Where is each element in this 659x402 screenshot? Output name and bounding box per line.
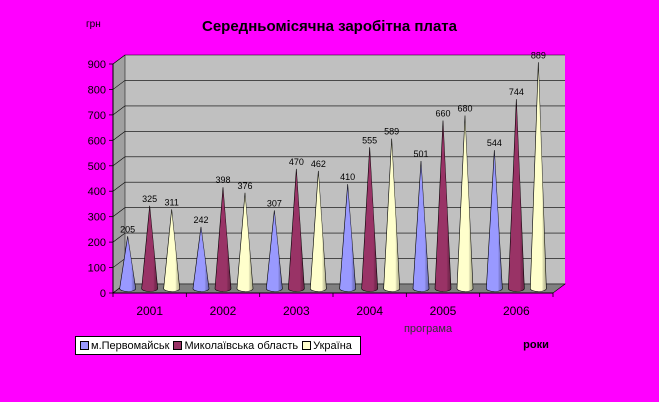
data-label: 410 bbox=[340, 172, 355, 182]
bar-cone-shade bbox=[318, 170, 327, 292]
data-label: 680 bbox=[457, 103, 472, 113]
gridline-side bbox=[112, 232, 126, 243]
data-label: 470 bbox=[289, 157, 304, 167]
bar-cone-shade bbox=[171, 209, 180, 292]
x-tick-label: 2002 bbox=[210, 304, 237, 318]
x-tick-label: 2006 bbox=[503, 304, 530, 318]
data-label: 242 bbox=[193, 215, 208, 225]
bar-cone-shade bbox=[516, 99, 525, 292]
bar-cone-shade bbox=[421, 161, 429, 292]
y-tick-label: 600 bbox=[88, 135, 106, 147]
legend-item: Миколаївська область bbox=[173, 340, 298, 352]
legend-swatch bbox=[80, 341, 89, 350]
gridline-side bbox=[112, 258, 126, 268]
bar-cone-shade bbox=[274, 210, 283, 292]
gridline-side bbox=[112, 80, 126, 90]
bar-cone-shade bbox=[443, 120, 451, 292]
data-label: 501 bbox=[413, 149, 428, 159]
legend-item: м.Первомайськ bbox=[80, 340, 169, 352]
data-label: 462 bbox=[311, 159, 326, 169]
legend-label: м.Первомайськ bbox=[91, 339, 170, 352]
legend-item: Україна bbox=[302, 340, 352, 352]
bar-cone-shade bbox=[296, 168, 305, 292]
bar-cone-shade bbox=[347, 184, 356, 292]
data-label: 307 bbox=[267, 198, 282, 208]
bar-cone-shade bbox=[127, 236, 136, 292]
data-label: 744 bbox=[509, 87, 524, 97]
data-label: 325 bbox=[142, 194, 157, 204]
legend-label: Миколаївська область bbox=[184, 339, 299, 352]
data-label: 398 bbox=[215, 175, 230, 185]
gridline-side bbox=[112, 181, 126, 192]
back-wall bbox=[125, 55, 565, 284]
data-label: 311 bbox=[164, 197, 178, 207]
x-axis-label: роки bbox=[523, 339, 549, 351]
legend-swatch bbox=[302, 341, 312, 350]
y-tick-label: 500 bbox=[88, 161, 106, 173]
bar-cone-shade bbox=[245, 192, 253, 292]
data-label: 555 bbox=[362, 135, 377, 145]
x-tick-label: 2004 bbox=[356, 304, 383, 318]
data-label: 589 bbox=[384, 127, 399, 137]
bar-cone-shade bbox=[201, 226, 209, 292]
annotation: програма bbox=[404, 323, 453, 335]
y-tick-label: 700 bbox=[88, 110, 106, 122]
legend-label: Україна bbox=[313, 339, 352, 352]
y-tick-label: 200 bbox=[88, 237, 106, 249]
data-label: 889 bbox=[531, 50, 546, 60]
y-tick-label: 300 bbox=[88, 212, 106, 224]
data-label: 660 bbox=[435, 109, 450, 119]
plot-area: 0 100 200 300 400 500 600 700 800 900 грн 2001 205 32… bbox=[86, 19, 566, 351]
bar-cone-shade bbox=[538, 62, 547, 292]
x-tick-label: 2001 bbox=[136, 304, 163, 318]
bar-cone-shade bbox=[369, 147, 378, 292]
bar-cone-shade bbox=[494, 150, 503, 292]
gridline-side bbox=[112, 54, 126, 65]
bar-cone-shade bbox=[391, 138, 400, 292]
gridline-side bbox=[112, 156, 126, 167]
legend-swatch bbox=[173, 341, 183, 350]
gridline-side bbox=[112, 131, 126, 141]
y-tick-label: 800 bbox=[88, 84, 106, 96]
gridline-side bbox=[112, 207, 126, 217]
bar-cone-shade bbox=[149, 205, 158, 292]
y-tick-label: 100 bbox=[88, 263, 106, 275]
legend: м.Первомайськ Миколаївська область Україна bbox=[75, 336, 361, 355]
y-tick-label: 0 bbox=[100, 288, 106, 300]
x-tick-label: 2005 bbox=[430, 304, 457, 318]
data-label: 376 bbox=[237, 181, 252, 191]
x-tick-label: 2003 bbox=[283, 304, 310, 318]
chart-title: Середньомісячна заробітна плата bbox=[202, 18, 457, 35]
data-label: 205 bbox=[120, 224, 135, 234]
gridline-side bbox=[112, 105, 126, 116]
y-tick-label: 400 bbox=[88, 186, 106, 198]
data-label: 544 bbox=[487, 138, 502, 148]
y-tick-label: 900 bbox=[88, 59, 106, 71]
bar-cone-shade bbox=[223, 187, 231, 292]
bar-cone-shade bbox=[465, 115, 473, 292]
y-axis-label: грн bbox=[86, 19, 101, 30]
side-wall bbox=[112, 54, 126, 294]
